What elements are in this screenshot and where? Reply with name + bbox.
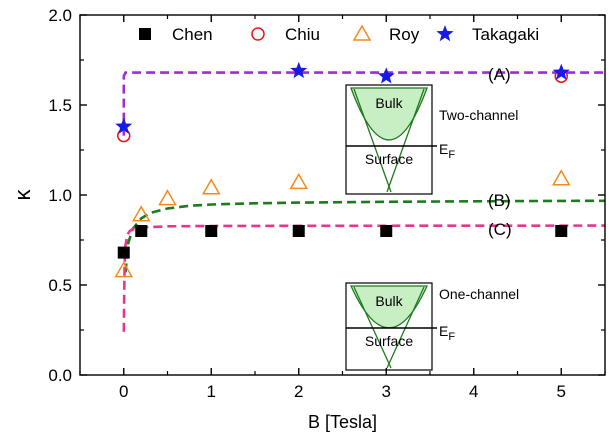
data-point (555, 225, 568, 237)
data-point (135, 225, 148, 237)
y-axis-title: κ (10, 189, 35, 201)
data-point (201, 178, 221, 195)
inset-side-label: One-channel (439, 286, 519, 302)
y-tick-label: 1.5 (48, 96, 72, 115)
legend-marker (436, 25, 454, 42)
inset-surface-label: Surface (365, 151, 413, 167)
legend-marker (352, 24, 372, 41)
axes: 0 1 2 3 4 5 0.0 0.5 1.0 1.5 2.0 B [Tesla] κ (10, 6, 606, 432)
series-roy (114, 169, 571, 278)
fermi-level-subscript: F (448, 331, 455, 343)
data-point (552, 63, 570, 80)
legend-marker (251, 27, 265, 41)
inset-bulk-label: Bulk (375, 95, 403, 111)
y-tick-label: 1.0 (48, 186, 72, 205)
data-point (290, 61, 308, 79)
data-point (551, 169, 571, 186)
band-insets: Bulk Surface Two-channel EF Bulk Surface One-c… (345, 84, 519, 371)
x-tick-label: 0 (119, 382, 128, 401)
x-tick-label: 3 (382, 382, 391, 401)
legend-entry-takagaki: Takagaki (436, 25, 539, 44)
legend-marker (139, 28, 151, 40)
inset-bulk-label: Bulk (375, 293, 403, 309)
legend: Chen Chiu Roy Takagaki (139, 24, 539, 44)
data-point (289, 172, 309, 190)
x-tick-label: 1 (207, 382, 216, 401)
fermi-level-subscript: F (448, 149, 455, 161)
legend-entry-chen: Chen (139, 25, 213, 44)
data-point (377, 67, 395, 84)
x-tick-label: 2 (294, 382, 303, 401)
legend-label: Chen (172, 25, 213, 44)
surface-state-line (353, 88, 392, 193)
data-point (380, 225, 393, 237)
curve-label-2: (B) (488, 191, 511, 210)
inset-side-label: Two-channel (439, 107, 518, 123)
curve-label-3: (C) (488, 220, 512, 239)
plot-frame (79, 14, 606, 376)
series-takagaki (115, 61, 570, 134)
inset-surface-label: Surface (365, 333, 413, 349)
band-inset-2: Bulk Surface One-channel EF (345, 282, 519, 371)
surface-state-line (386, 88, 425, 193)
x-tick-label: 4 (469, 382, 478, 401)
y-tick-label: 2.0 (48, 6, 72, 25)
curve-labels: (A) (B) (C) (488, 65, 512, 239)
bulk-band (350, 87, 428, 141)
data-point (158, 189, 177, 206)
fit-curve-1 (122, 71, 605, 136)
data-point (115, 117, 133, 134)
x-axis-title: B [Tesla] (308, 412, 377, 432)
legend-label: Chiu (285, 25, 320, 44)
y-tick-label: 0.0 (48, 366, 72, 385)
legend-entry-chiu: Chiu (251, 25, 320, 44)
data-point (117, 246, 130, 259)
fit-curve-3 (122, 224, 606, 332)
series-chen (117, 225, 568, 259)
legend-label: Takagaki (472, 25, 539, 44)
fermi-level-label: EF (439, 323, 455, 343)
data-point (114, 261, 134, 278)
data-point (292, 225, 305, 237)
data-point (131, 205, 151, 222)
fit-curves (122, 71, 606, 332)
y-tick-label: 0.5 (48, 276, 72, 295)
legend-label: Roy (389, 25, 420, 44)
fermi-level-label: EF (439, 141, 455, 161)
band-inset-1: Bulk Surface Two-channel EF (345, 84, 518, 195)
data-point (205, 225, 218, 237)
data-points (114, 61, 571, 278)
fit-curve-2 (124, 199, 606, 273)
curve-label-1: (A) (488, 65, 511, 84)
legend-entry-roy: Roy (352, 24, 420, 44)
x-tick-label: 5 (557, 382, 566, 401)
